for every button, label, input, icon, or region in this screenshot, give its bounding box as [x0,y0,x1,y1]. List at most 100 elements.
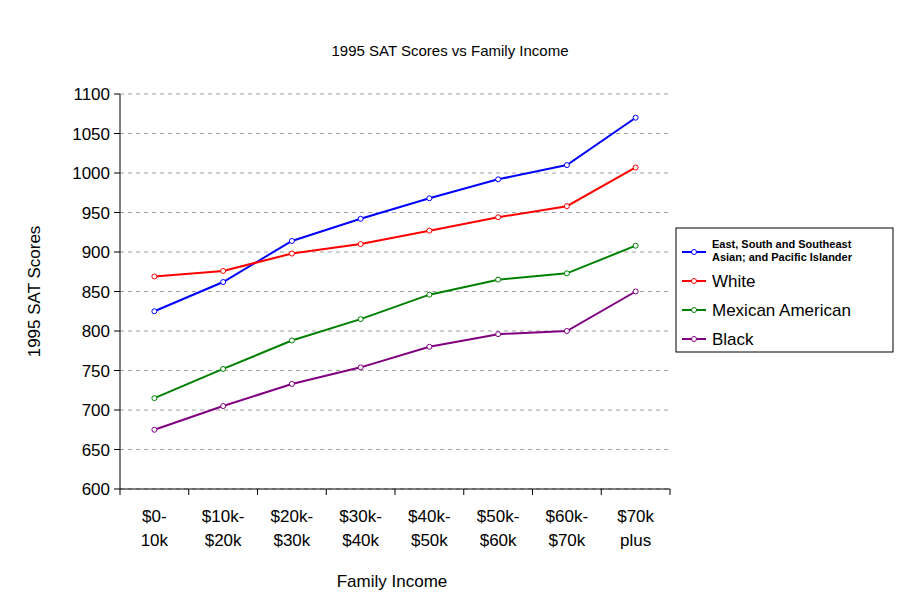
y-tick-label: 750 [82,362,110,381]
point [221,366,226,371]
point [496,332,501,337]
point [496,277,501,282]
point [221,268,226,273]
y-tick-label: 900 [82,243,110,262]
legend-label: Mexican American [712,301,851,320]
x-tick [120,489,121,495]
point [289,338,294,343]
point [633,243,638,248]
y-tick [114,449,120,450]
y-axis-label: 1995 SAT Scores [25,226,44,358]
grid-line [120,370,670,371]
y-tick-label: 950 [82,204,110,223]
grid-line [120,133,670,134]
x-tick-label: $50k-$60k [477,507,520,550]
y-tick [114,173,120,174]
x-tick [670,489,671,495]
y-tick-label: 700 [82,401,110,420]
point [152,427,157,432]
x-tick [188,489,189,495]
point [633,289,638,294]
y-tick [114,370,120,371]
y-tick-label: 600 [82,480,110,499]
point [427,196,432,201]
point [427,344,432,349]
y-axis [120,94,121,489]
y-tick [114,331,120,332]
x-tick [463,489,464,495]
x-tick-label: $0-10k [141,507,169,550]
point [289,251,294,256]
x-tick-label: $20k-$30k [271,507,314,550]
point [496,177,501,182]
grid-line [120,331,670,332]
grid-line [120,252,670,253]
point [564,329,569,334]
point [564,204,569,209]
y-tick [114,410,120,411]
legend-marker [692,337,697,342]
plot-area [152,115,638,432]
series-line [154,292,635,430]
chart: 1995 SAT Scores vs Family Income 600 650 70… [0,0,900,615]
legend-marker [692,308,697,313]
point [358,242,363,247]
x-axis-label: Family Income [337,572,448,591]
legend-label: White [712,272,755,291]
point [358,317,363,322]
y-tick-label: 1100 [73,85,110,104]
y-tick-label: 1050 [72,125,110,144]
series-line [154,167,635,276]
point [358,365,363,370]
point [358,216,363,221]
point [221,404,226,409]
legend-marker [692,279,697,284]
y-tick-label: 800 [82,322,110,341]
x-tick-label: $60k-$70k [546,507,589,550]
series-line [154,118,635,312]
point [289,238,294,243]
y-tick-label: 850 [82,283,110,302]
x-tick [326,489,327,495]
x-tick [601,489,602,495]
point [633,165,638,170]
point [152,309,157,314]
y-tick [114,291,120,292]
point [427,292,432,297]
x-tick [395,489,396,495]
grid-line [120,212,670,213]
point [152,396,157,401]
x-tick-label: $30k-$40k [339,507,382,550]
y-tick [114,489,120,490]
x-tick [532,489,533,495]
legend [676,228,893,352]
legend-label: Black [712,330,754,349]
point [221,280,226,285]
x-tick-label: $40k-$50k [408,507,451,550]
title: 1995 SAT Scores vs Family Income [331,42,568,59]
grid-line [120,410,670,411]
y-tick [114,252,120,253]
y-tick-label: 1000 [72,164,110,183]
point [564,163,569,168]
x-tick [257,489,258,495]
legend-label: East, South and SoutheastAsian; and Paci… [712,238,853,263]
grid-line [120,173,670,174]
point [427,228,432,233]
point [564,271,569,276]
y-tick [114,94,120,95]
y-tick [114,212,120,213]
x-tick-label: $10k-$20k [202,507,245,550]
series-line [154,246,635,398]
legend-marker [692,250,697,255]
point [289,381,294,386]
grid-line [120,94,670,95]
point [633,115,638,120]
point [496,215,501,220]
y-tick-label: 650 [82,441,110,460]
background [0,0,900,615]
grid-line [120,449,670,450]
point [152,274,157,279]
y-tick [114,133,120,134]
x-tick-label: $70kplus [617,507,654,550]
